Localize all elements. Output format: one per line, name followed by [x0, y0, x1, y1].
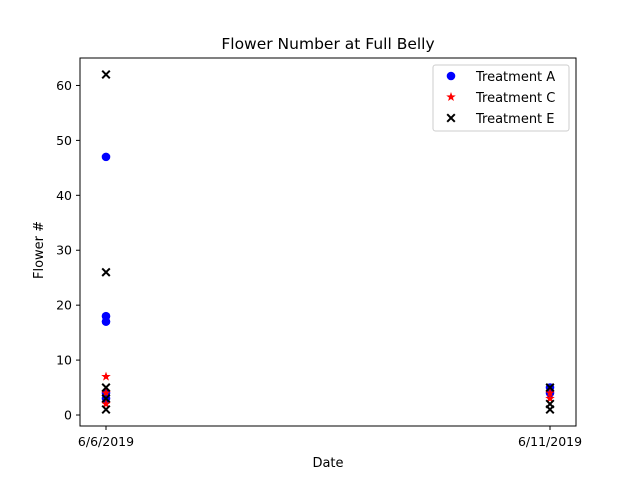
- y-tick-label: 60: [56, 78, 72, 93]
- data-point-series-2-0: [101, 69, 111, 79]
- data-point-series-2-7: [545, 405, 555, 415]
- axes: 0 10 20 30 40 50 60 6/6/2019 6/11/2019: [56, 57, 582, 449]
- y-tick-label: 0: [64, 408, 72, 423]
- data-point-series-2-2: [101, 383, 111, 393]
- legend-box: [432, 64, 570, 132]
- y-tick-label: 50: [56, 133, 72, 148]
- x-axis-label: Date: [312, 456, 343, 471]
- data-point-series-2-1: [101, 267, 111, 277]
- data-point-series-2-5: [545, 383, 555, 393]
- data-point-series-0-0: [101, 152, 111, 162]
- legend-marker-0: [446, 71, 456, 81]
- y-tick-label: 20: [56, 298, 72, 313]
- data-point-series-2-3: [101, 394, 111, 404]
- data-point-series-0-2: [101, 317, 111, 326]
- data-point-series-1-1: [101, 388, 111, 398]
- data-point-series-2-4: [101, 405, 111, 415]
- legend-label: Treatment A: [475, 70, 555, 85]
- legend-label: Treatment C: [475, 91, 555, 106]
- legend-label: Treatment E: [475, 112, 555, 127]
- data-point-series-1-0: [101, 371, 111, 381]
- plot-frame: [79, 57, 577, 427]
- x-tick-label: 6/11/2019: [518, 434, 582, 449]
- chart-title: Flower Number at Full Belly: [221, 35, 434, 53]
- legend: Treatment A Treatment C Treatment E: [432, 64, 570, 132]
- legend-marker-2: [446, 113, 456, 123]
- y-tick-label: 40: [56, 188, 72, 203]
- x-tick-label: 6/6/2019: [78, 434, 134, 449]
- plot-marks: [101, 69, 555, 415]
- y-axis-label: Flower #: [32, 221, 47, 279]
- legend-marker-1: [446, 92, 456, 102]
- data-point-series-1-3: [545, 388, 555, 398]
- data-point-series-1-4: [545, 393, 555, 403]
- y-tick-label: 30: [56, 243, 72, 258]
- data-point-series-1-2: [101, 399, 111, 409]
- y-tick-label: 10: [56, 353, 72, 368]
